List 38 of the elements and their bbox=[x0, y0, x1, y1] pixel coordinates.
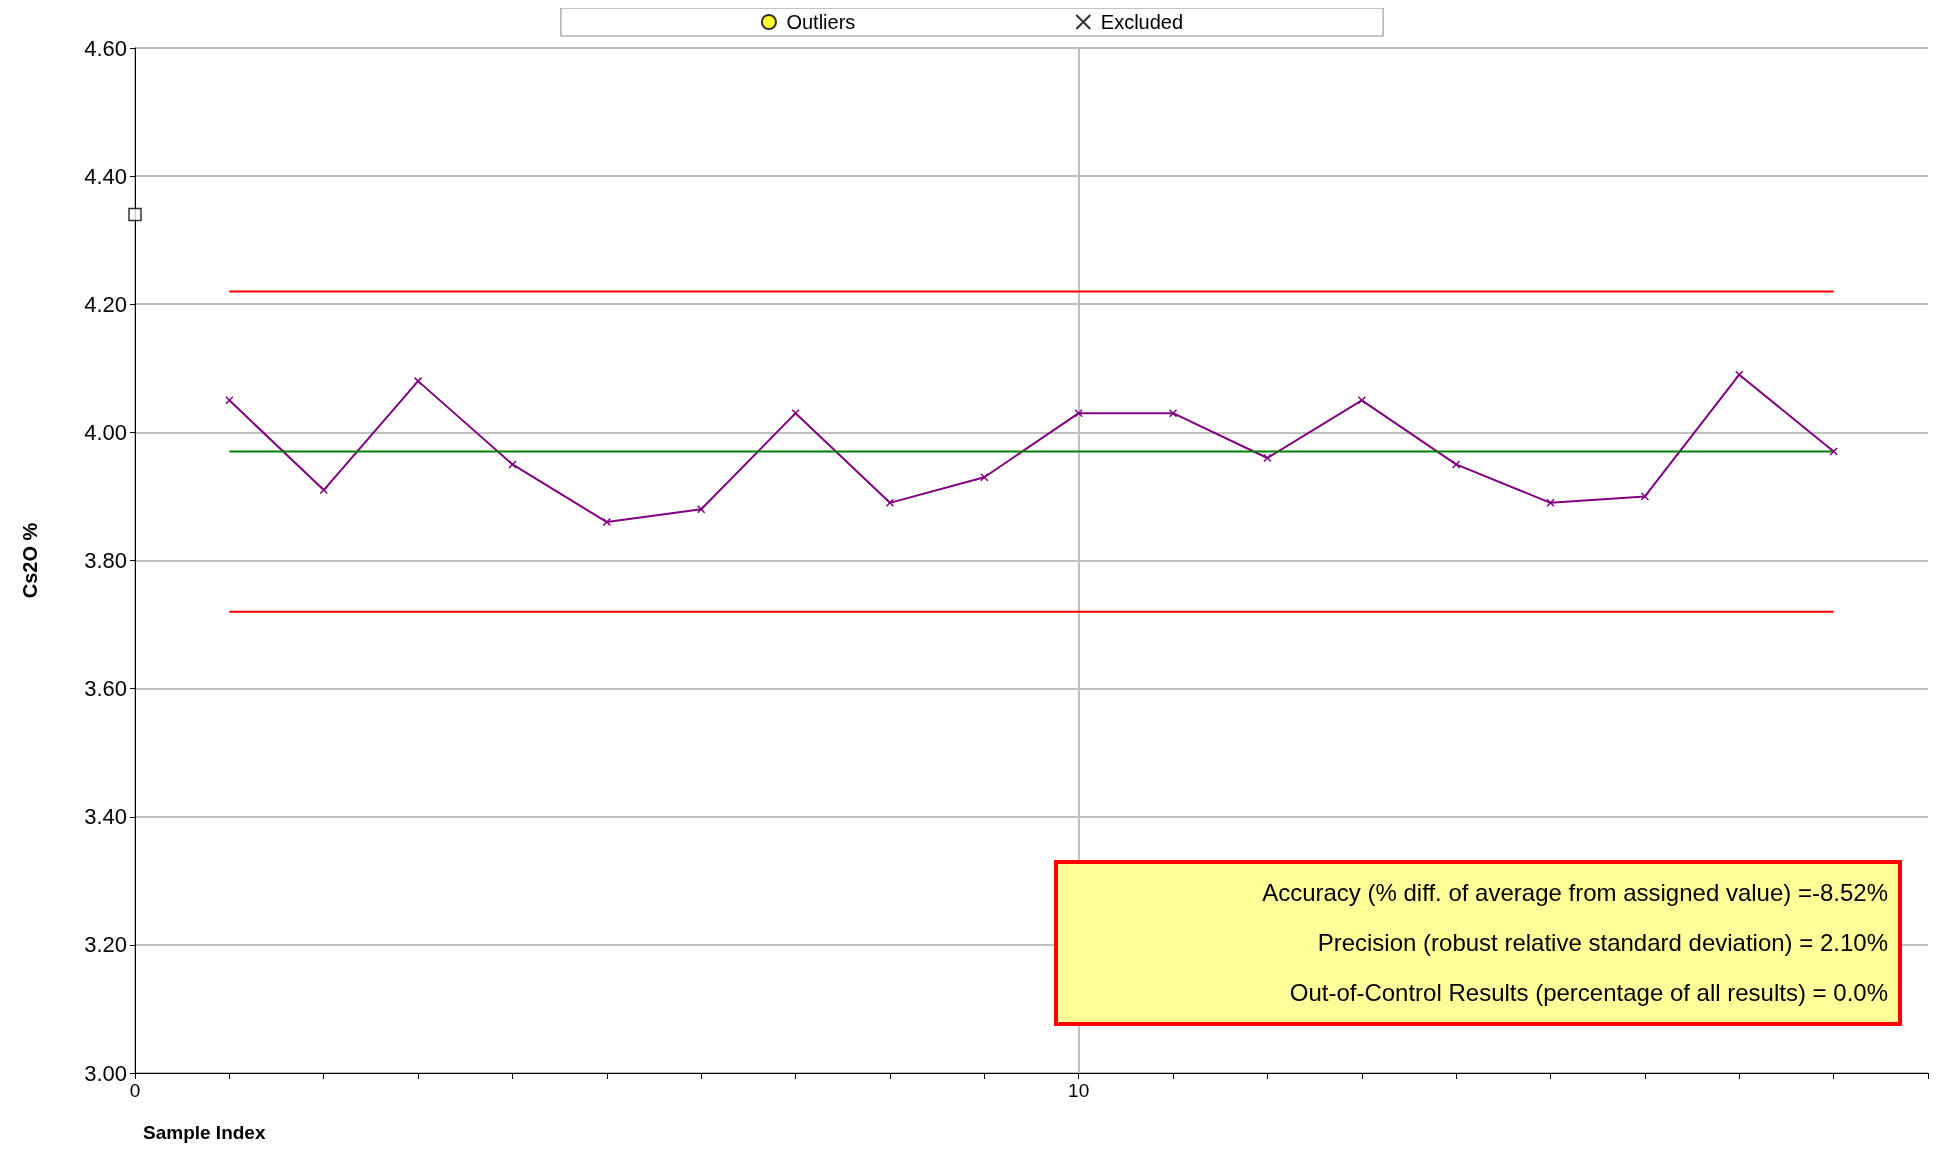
point bbox=[508, 460, 517, 469]
y-tick-label: 4.20 bbox=[84, 291, 127, 317]
y-tick-label: 4.60 bbox=[84, 35, 127, 61]
y-tick-label: 3.80 bbox=[84, 548, 127, 573]
y-tick-label: 4.40 bbox=[84, 163, 127, 189]
y-tick-label: 3.20 bbox=[84, 932, 127, 958]
point bbox=[1735, 370, 1744, 379]
annotation: Out-of-Control Results (percentage of all results) = 0.0% bbox=[1288, 978, 1888, 1008]
y-tick-label: 4.00 bbox=[84, 419, 127, 445]
x-tick-label: 10 bbox=[1068, 1080, 1090, 1101]
legend-label: Outliers bbox=[786, 11, 856, 33]
y-tick-label: 3.60 bbox=[84, 676, 127, 702]
point bbox=[1357, 396, 1367, 405]
point bbox=[1263, 453, 1272, 463]
point bbox=[319, 485, 328, 495]
x-axis-title: Sample Index bbox=[143, 1122, 266, 1143]
y-tick-label: 3.00 bbox=[84, 1060, 127, 1086]
point bbox=[791, 408, 800, 418]
point bbox=[1451, 460, 1461, 469]
note-box: Accuracy (% diff. of average from assigned value) =-8.52% Precision (robust relative standard deviation) = 2.10% Out-of-Control Results (percentage of all results) = 0.0% bbox=[1054, 860, 1902, 1026]
point bbox=[1546, 498, 1555, 508]
point bbox=[1829, 447, 1838, 456]
point bbox=[413, 376, 423, 386]
point bbox=[602, 517, 612, 527]
annotation: Precision (robust relative standard deviation) = 2.10% bbox=[1316, 928, 1888, 958]
point bbox=[696, 505, 706, 514]
annotation: Accuracy (% diff. of average from assigned value) =-8.52% bbox=[1261, 878, 1888, 908]
point bbox=[885, 498, 895, 508]
legend-label: Excluded bbox=[1100, 11, 1184, 33]
point bbox=[1074, 408, 1083, 418]
point bbox=[128, 207, 142, 222]
point bbox=[1168, 408, 1178, 418]
point bbox=[225, 396, 234, 405]
point bbox=[1640, 492, 1650, 501]
y-axis-title: Cs2O % bbox=[19, 522, 41, 599]
point bbox=[980, 472, 989, 482]
y-tick-label: 3.40 bbox=[84, 804, 127, 830]
x-tick-label: 0 bbox=[129, 1080, 141, 1101]
